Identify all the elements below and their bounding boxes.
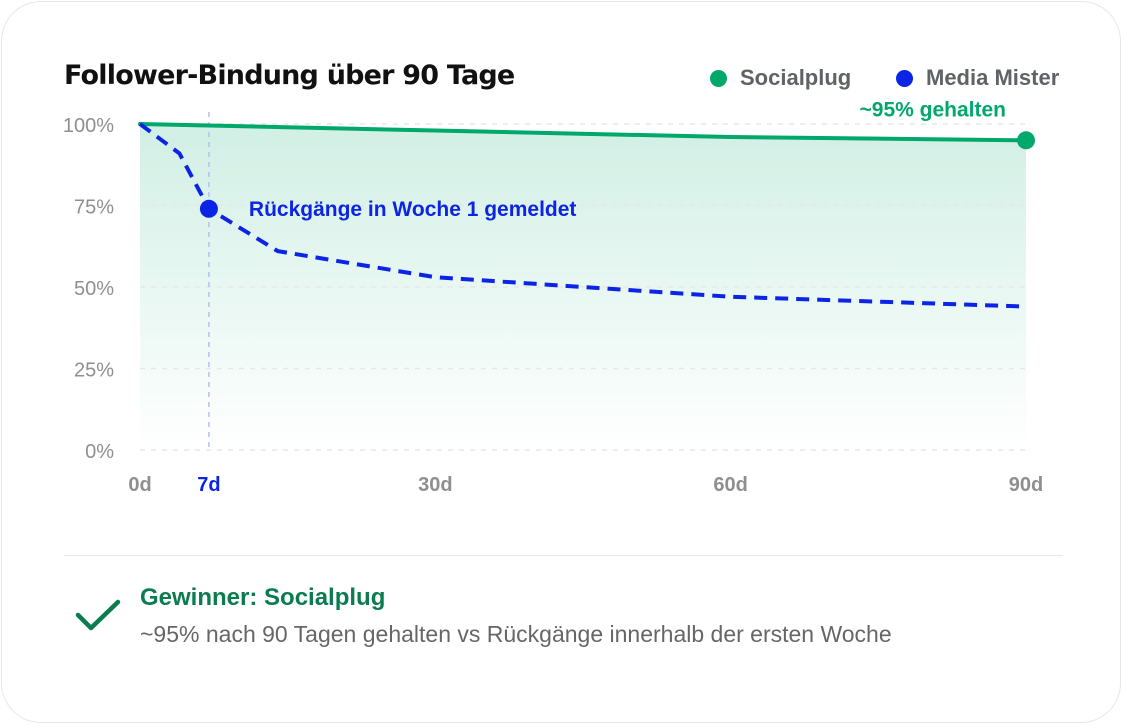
legend-label-media-mister: Media Mister — [926, 65, 1060, 90]
legend-dot-socialplug — [710, 69, 727, 87]
winner-description: ~95% nach 90 Tagen gehalten vs Rückgänge… — [140, 621, 892, 647]
media-mister-line — [138, 122, 1027, 309]
legend-item-socialplug: Socialplug — [710, 65, 851, 91]
socialplug-data-point — [1017, 131, 1035, 150]
winner-title: Gewinner: Socialplug — [140, 584, 386, 611]
y-axis-tick-label: 100% — [63, 115, 114, 137]
section-divider — [64, 555, 1063, 556]
legend-dot-media-mister — [896, 69, 913, 87]
x-axis-tick-label: 90d — [1009, 474, 1043, 496]
socialplug-line — [138, 122, 1028, 143]
legend-label-socialplug: Socialplug — [740, 65, 852, 90]
media-mister-annotation: Rückgänge in Woche 1 gemeldet — [249, 198, 577, 221]
socialplug-annotation: ~95% gehalten — [860, 98, 1006, 121]
y-axis-tick-label: 75% — [74, 197, 114, 219]
x-axis-tick-label: 7d — [197, 474, 220, 496]
chart-title: Follower-Bindung über 90 Tage — [64, 60, 515, 91]
legend-item-media-mister: Media Mister — [896, 65, 1059, 91]
check-icon — [75, 599, 121, 631]
x-axis-tick-label: 30d — [418, 474, 452, 496]
y-axis-tick-label: 0% — [85, 441, 114, 463]
media-mister-data-point — [199, 199, 218, 218]
y-axis-tick-label: 50% — [74, 278, 114, 300]
x-axis-tick-label: 0d — [128, 474, 151, 496]
x-axis-tick-label: 60d — [713, 474, 747, 496]
y-axis-tick-label: 25% — [74, 360, 114, 382]
